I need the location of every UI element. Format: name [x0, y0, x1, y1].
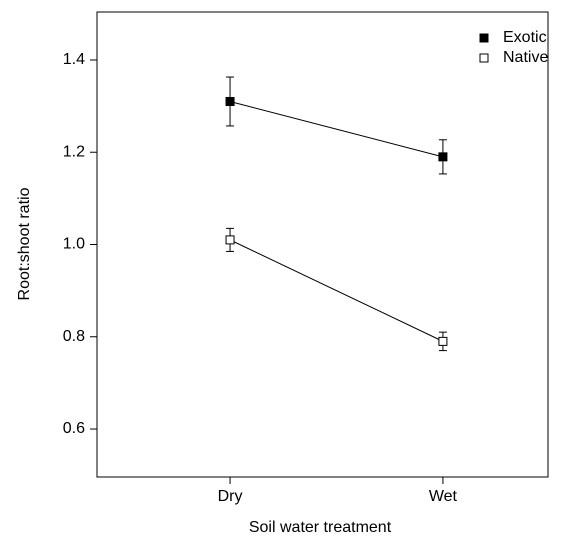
y-tick-label: 1.2 — [63, 143, 85, 160]
y-tick-label: 1.4 — [63, 51, 85, 68]
point-marker — [438, 336, 448, 346]
legend-label: Native — [503, 49, 548, 66]
y-tick-label: 0.8 — [63, 328, 85, 345]
y-tick-label: 1.0 — [63, 236, 85, 253]
point-marker — [438, 152, 448, 162]
legend-label: Exotic — [503, 29, 547, 46]
y-axis-label: Root:shoot ratio — [16, 187, 33, 300]
point-marker — [225, 235, 235, 245]
y-tick-label: 0.6 — [63, 420, 85, 437]
series-line — [229, 239, 444, 342]
point-marker — [225, 96, 235, 106]
legend-marker — [479, 33, 489, 43]
plot-frame — [96, 11, 549, 478]
x-tick-label: Dry — [218, 488, 243, 505]
legend-marker — [479, 53, 489, 63]
x-tick-label: Wet — [429, 488, 458, 505]
series-line — [229, 101, 444, 158]
x-axis-label: Soil water treatment — [249, 519, 392, 536]
